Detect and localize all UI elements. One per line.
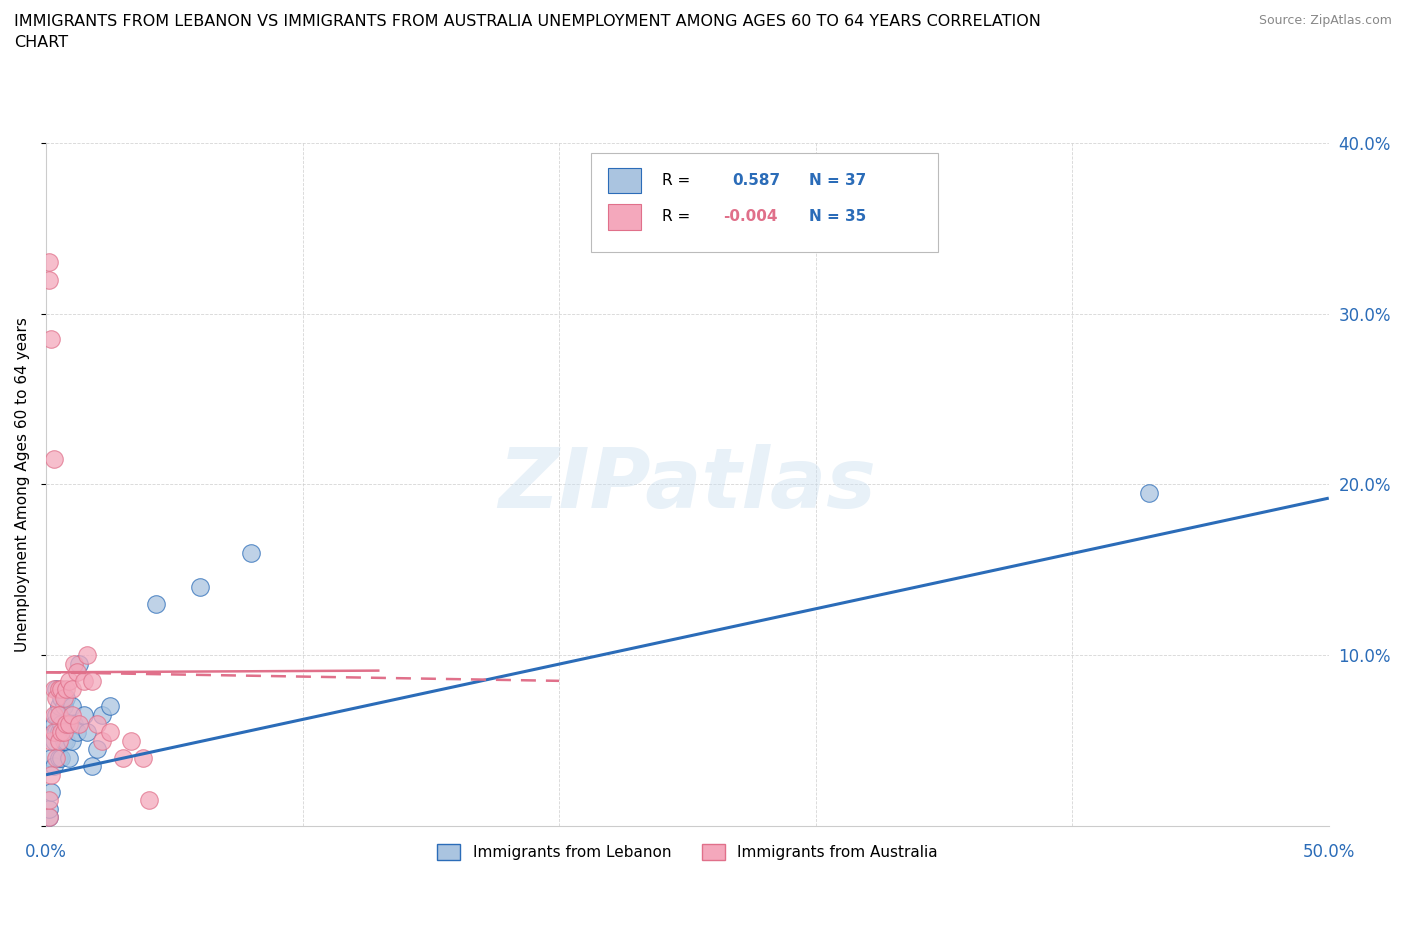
Point xyxy=(38,810,60,825)
Text: 50.0%: 50.0% xyxy=(1302,844,1355,861)
Point xyxy=(48,751,70,765)
Point xyxy=(58,673,80,688)
FancyBboxPatch shape xyxy=(607,205,641,230)
Point xyxy=(145,596,167,611)
Point xyxy=(82,759,104,774)
Point xyxy=(66,724,89,739)
Point xyxy=(38,810,60,825)
Point xyxy=(111,751,134,765)
Point xyxy=(51,690,73,705)
Point xyxy=(55,716,77,731)
Point xyxy=(63,657,86,671)
Point xyxy=(55,733,77,748)
Point xyxy=(45,708,67,723)
Point xyxy=(60,708,83,723)
Point xyxy=(86,716,108,731)
Point xyxy=(51,724,73,739)
Point xyxy=(48,682,70,697)
Text: ZIPatlas: ZIPatlas xyxy=(499,444,876,525)
Point xyxy=(38,802,60,817)
Text: N = 37: N = 37 xyxy=(810,173,866,188)
Point xyxy=(67,657,90,671)
Point xyxy=(38,255,60,270)
Text: -0.004: -0.004 xyxy=(723,209,778,224)
Point xyxy=(38,793,60,808)
Point xyxy=(42,708,65,723)
Point xyxy=(86,742,108,757)
Text: IMMIGRANTS FROM LEBANON VS IMMIGRANTS FROM AUSTRALIA UNEMPLOYMENT AMONG AGES 60 : IMMIGRANTS FROM LEBANON VS IMMIGRANTS FR… xyxy=(14,14,1040,50)
Point xyxy=(38,272,60,287)
FancyBboxPatch shape xyxy=(591,153,938,252)
Point xyxy=(42,733,65,748)
Point xyxy=(66,665,89,680)
Point xyxy=(42,682,65,697)
Point xyxy=(39,767,62,782)
Point xyxy=(52,690,75,705)
Point xyxy=(98,699,121,714)
Point xyxy=(48,708,70,723)
FancyBboxPatch shape xyxy=(607,168,641,193)
Legend: Immigrants from Lebanon, Immigrants from Australia: Immigrants from Lebanon, Immigrants from… xyxy=(432,838,943,866)
Point xyxy=(39,751,62,765)
Point xyxy=(1137,485,1160,500)
Point xyxy=(240,545,263,560)
Point xyxy=(91,708,114,723)
Point xyxy=(60,733,83,748)
Point xyxy=(45,690,67,705)
Point xyxy=(42,759,65,774)
Point xyxy=(48,733,70,748)
Point xyxy=(55,690,77,705)
Point xyxy=(39,784,62,799)
Point xyxy=(76,724,98,739)
Point xyxy=(52,699,75,714)
Text: 0.587: 0.587 xyxy=(733,173,780,188)
Point xyxy=(39,332,62,347)
Point xyxy=(45,682,67,697)
Point xyxy=(42,451,65,466)
Point xyxy=(63,716,86,731)
Point xyxy=(60,682,83,697)
Point xyxy=(39,733,62,748)
Point xyxy=(120,733,142,748)
Point xyxy=(51,751,73,765)
Point xyxy=(132,751,155,765)
Point xyxy=(42,716,65,731)
Point xyxy=(67,716,90,731)
Point xyxy=(52,724,75,739)
Point xyxy=(45,751,67,765)
Point xyxy=(82,673,104,688)
Point xyxy=(52,733,75,748)
Point xyxy=(188,579,211,594)
Point xyxy=(51,682,73,697)
Text: R =: R = xyxy=(662,173,690,188)
Text: N = 35: N = 35 xyxy=(810,209,866,224)
Point xyxy=(48,724,70,739)
Point xyxy=(45,724,67,739)
Text: R =: R = xyxy=(662,209,690,224)
Point xyxy=(51,716,73,731)
Text: Source: ZipAtlas.com: Source: ZipAtlas.com xyxy=(1258,14,1392,27)
Point xyxy=(42,724,65,739)
Point xyxy=(55,682,77,697)
Point xyxy=(58,716,80,731)
Text: 0.0%: 0.0% xyxy=(25,844,67,861)
Point xyxy=(76,648,98,663)
Point xyxy=(73,708,96,723)
Point xyxy=(58,716,80,731)
Y-axis label: Unemployment Among Ages 60 to 64 years: Unemployment Among Ages 60 to 64 years xyxy=(15,317,30,652)
Point xyxy=(91,733,114,748)
Point xyxy=(138,793,160,808)
Point xyxy=(60,699,83,714)
Point xyxy=(48,699,70,714)
Point xyxy=(58,751,80,765)
Point xyxy=(98,724,121,739)
Point xyxy=(73,673,96,688)
